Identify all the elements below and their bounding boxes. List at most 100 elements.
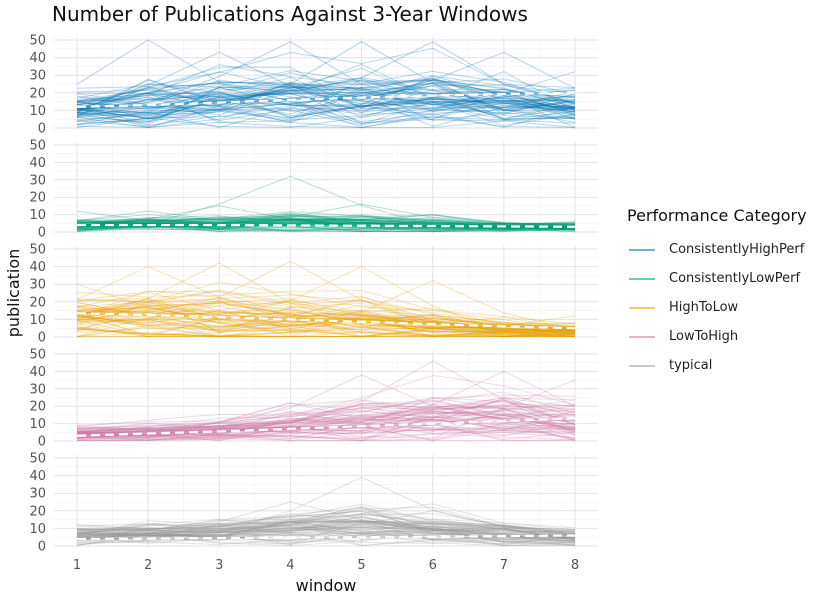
y-tick-label: 20 xyxy=(29,86,46,101)
series-line-ConsistentlyLowPerf xyxy=(76,221,576,228)
series-line-ConsistentlyLowPerf xyxy=(76,227,576,232)
series-line-LowToHigh xyxy=(76,423,576,441)
series-line-ConsistentlyHighPerf xyxy=(76,89,576,126)
series-line-LowToHigh xyxy=(76,408,576,439)
series-line-ConsistentlyHighPerf xyxy=(76,91,576,109)
series-line-ConsistentlyHighPerf xyxy=(76,106,576,128)
series-line-LowToHigh xyxy=(76,410,576,438)
series-line-ConsistentlyHighPerf xyxy=(76,93,576,119)
series-line-typical xyxy=(76,523,576,541)
series-line-HighToLow xyxy=(76,300,576,333)
y-tick-label: 30 xyxy=(29,173,46,188)
series-line-HighToLow xyxy=(76,305,576,335)
series-line-HighToLow xyxy=(76,299,576,335)
series-line-LowToHigh xyxy=(76,407,576,439)
series-line-HighToLow xyxy=(76,328,575,337)
series-line-LowToHigh xyxy=(76,408,576,437)
series-line-LowToHigh xyxy=(76,429,576,441)
series-line-ConsistentlyLowPerf xyxy=(76,214,576,226)
series-line-HighToLow xyxy=(76,318,576,337)
series-line-typical xyxy=(76,476,576,537)
series-line-ConsistentlyHighPerf xyxy=(76,79,576,110)
y-tick-label: 0 xyxy=(38,435,46,450)
series-line-ConsistentlyLowPerf xyxy=(76,220,576,229)
series-line-LowToHigh xyxy=(76,401,576,433)
y-axis-title: publication xyxy=(4,249,23,338)
series-line-ConsistentlyHighPerf xyxy=(76,66,576,110)
series-line-typical xyxy=(76,503,576,535)
legend-title: Performance Category xyxy=(627,206,807,225)
series-line-ConsistentlyLowPerf xyxy=(76,216,576,228)
series-line-HighToLow xyxy=(76,303,576,335)
series-line-typical xyxy=(76,510,576,539)
series-line-typical xyxy=(76,519,576,541)
series-line-LowToHigh xyxy=(76,404,576,433)
chart-title: Number of Publications Against 3-Year Wi… xyxy=(52,2,528,26)
x-tick-label: 4 xyxy=(286,558,294,573)
series-line-ConsistentlyLowPerf xyxy=(76,220,576,230)
series-lines-HighToLow xyxy=(76,260,576,337)
series-line-ConsistentlyLowPerf xyxy=(76,210,576,229)
series-line-LowToHigh xyxy=(76,421,576,439)
series-line-typical xyxy=(76,517,576,535)
series-lines-ConsistentlyLowPerf xyxy=(76,175,576,232)
y-tick-label: 10 xyxy=(29,313,46,328)
series-line-ConsistentlyLowPerf xyxy=(76,203,576,228)
series-line-ConsistentlyHighPerf xyxy=(76,86,576,121)
series-line-typical xyxy=(76,510,576,541)
series-line-ConsistentlyHighPerf xyxy=(76,87,576,109)
series-line-HighToLow xyxy=(76,316,576,337)
series-line-HighToLow xyxy=(76,304,576,335)
series-line-LowToHigh xyxy=(76,399,576,430)
series-line-HighToLow xyxy=(76,305,576,327)
series-line-typical xyxy=(76,526,576,543)
y-tick-label: 20 xyxy=(29,400,46,415)
series-line-typical xyxy=(76,521,576,537)
series-line-LowToHigh xyxy=(76,397,576,432)
legend-item-ConsistentlyHighPerf: ConsistentlyHighPerf xyxy=(627,235,807,264)
series-line-ConsistentlyHighPerf xyxy=(76,72,576,109)
series-line-ConsistentlyLowPerf xyxy=(76,220,576,230)
series-line-typical xyxy=(76,512,576,534)
facet-panel-LowToHigh: 0 10 20 30 40 50 xyxy=(29,348,598,450)
series-line-ConsistentlyHighPerf xyxy=(76,87,576,126)
series-line-ConsistentlyLowPerf xyxy=(76,224,576,232)
series-line-LowToHigh xyxy=(77,427,576,441)
y-tick-label: 10 xyxy=(29,104,46,119)
series-line-ConsistentlyHighPerf xyxy=(76,107,576,128)
series-line-typical xyxy=(76,520,576,540)
series-line-ConsistentlyLowPerf xyxy=(76,223,576,232)
series-line-typical xyxy=(76,532,576,546)
series-line-typical xyxy=(76,532,576,546)
series-line-ConsistentlyLowPerf xyxy=(76,215,576,230)
series-line-ConsistentlyLowPerf xyxy=(76,211,576,225)
series-line-ConsistentlyLowPerf xyxy=(76,220,576,231)
series-line-ConsistentlyHighPerf xyxy=(76,41,576,107)
series-line-ConsistentlyHighPerf xyxy=(76,41,576,116)
series-line-ConsistentlyLowPerf xyxy=(76,221,576,230)
series-line-HighToLow xyxy=(76,302,576,330)
series-line-HighToLow xyxy=(76,307,576,327)
series-line-HighToLow xyxy=(76,328,576,337)
series-line-ConsistentlyHighPerf xyxy=(76,106,576,128)
series-line-ConsistentlyLowPerf xyxy=(76,216,576,229)
series-line-LowToHigh xyxy=(76,411,576,438)
x-tick-label: 8 xyxy=(571,558,579,573)
legend-item-typical: typical xyxy=(627,351,807,380)
series-line-typical xyxy=(76,526,576,540)
series-line-HighToLow xyxy=(76,319,576,337)
legend-key-swatch xyxy=(629,364,655,367)
series-line-typical xyxy=(76,520,576,541)
series-line-LowToHigh xyxy=(76,399,576,435)
series-line-LowToHigh xyxy=(76,422,576,441)
series-line-ConsistentlyLowPerf xyxy=(76,223,576,231)
x-axis-title: window xyxy=(296,576,357,595)
series-line-typical xyxy=(76,509,576,534)
y-tick-label: 40 xyxy=(29,156,46,171)
series-line-ConsistentlyLowPerf xyxy=(76,215,576,226)
series-line-ConsistentlyHighPerf xyxy=(76,97,576,123)
series-line-ConsistentlyLowPerf xyxy=(76,214,576,226)
series-line-LowToHigh xyxy=(76,374,576,435)
series-line-ConsistentlyLowPerf xyxy=(76,217,576,229)
series-line-ConsistentlyHighPerf xyxy=(76,102,576,126)
